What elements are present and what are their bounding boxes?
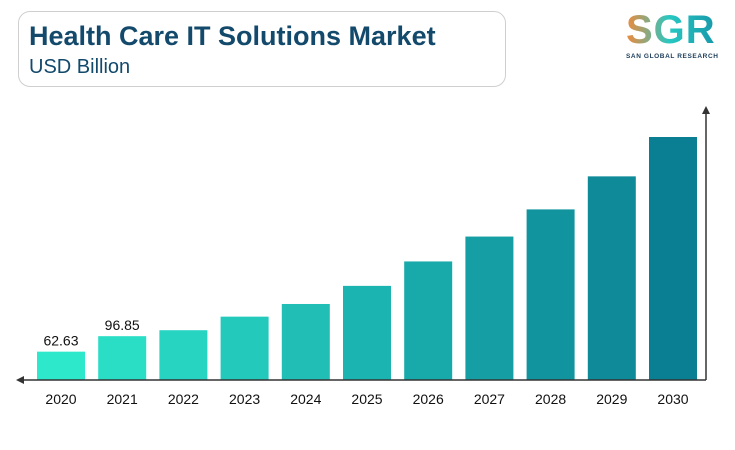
bar-2028 — [526, 209, 575, 380]
data-label-2021: 96.85 — [105, 317, 140, 333]
chart-subtitle: USD Billion — [29, 56, 131, 78]
x-tick-label-2027: 2027 — [474, 391, 505, 407]
logo-mark: SGR — [626, 10, 722, 50]
bar-2022 — [159, 330, 208, 380]
bar-2020 — [37, 351, 85, 380]
logo-company-name: SAN GLOBAL RESEARCH — [626, 53, 719, 60]
x-tick-label-2030: 2030 — [657, 391, 688, 407]
bar-2021 — [98, 336, 147, 380]
bar-2024 — [281, 303, 330, 380]
x-tick-label-2021: 2021 — [107, 391, 138, 407]
bars-group — [37, 137, 697, 380]
bar-2026 — [404, 261, 453, 380]
x-tick-label-2023: 2023 — [229, 391, 260, 407]
sgr-logo: SGR SAN GLOBAL RESEARCH — [626, 10, 722, 66]
chart-title: Health Care IT Solutions Market — [29, 21, 436, 51]
x-tick-label-2024: 2024 — [290, 391, 321, 407]
x-tick-label-2026: 2026 — [413, 391, 444, 407]
x-tick-label-2020: 2020 — [45, 391, 76, 407]
x-axis-arrow — [16, 376, 24, 384]
bar-2023 — [220, 316, 269, 380]
x-tick-label-2022: 2022 — [168, 391, 199, 407]
bar-2029 — [587, 176, 636, 380]
data-label-2020: 62.63 — [43, 333, 78, 349]
labels-group: 2020 62.63 2021 96.85 2022 2023 2024 2025 2026 20… — [43, 317, 688, 407]
x-tick-label-2025: 2025 — [351, 391, 382, 407]
x-tick-label-2028: 2028 — [535, 391, 566, 407]
bar-2025 — [343, 285, 391, 380]
y-axis-arrow — [702, 106, 710, 114]
bar-2030 — [649, 137, 697, 380]
title-box: Health Care IT Solutions Market USD Bill… — [18, 11, 506, 87]
bar-2027 — [465, 236, 514, 380]
x-tick-label-2029: 2029 — [596, 391, 627, 407]
